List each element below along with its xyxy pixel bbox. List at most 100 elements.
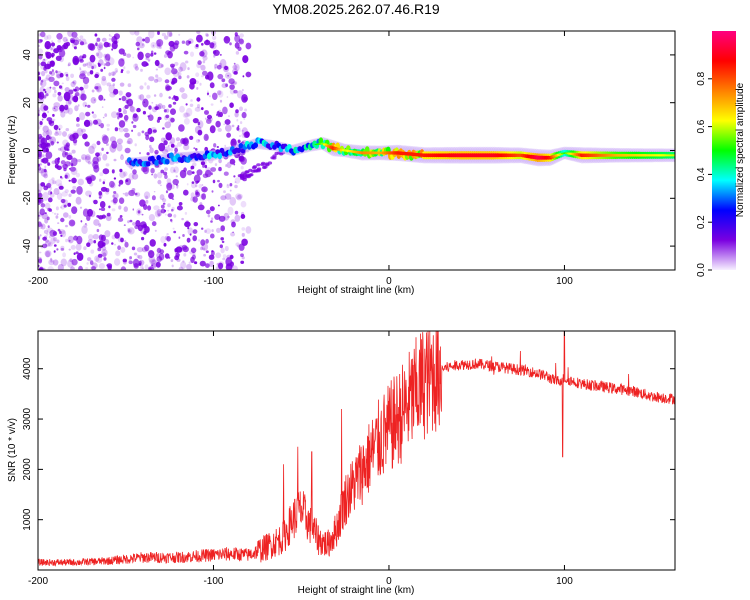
spectrogram-noise-point [231,221,236,228]
spectrogram-noise-point [113,191,117,194]
spectrogram-noise-point [220,225,225,232]
spectrogram-noise-point [224,36,229,41]
spectrogram-noise-point [60,247,65,251]
spectrogram-noise-point [118,197,125,204]
spectrogram-noise-point [148,76,155,82]
spectrogram-noise-point [72,185,77,190]
spectrogram-noise-point [155,68,159,71]
spectrogram-noise-point [239,174,244,179]
spectrogram-noise-point [220,247,225,254]
spectrogram-noise-point [120,237,124,243]
spectrogram-noise-point [47,110,49,114]
spectrogram-noise-point [137,210,141,214]
spectrogram-noise-point [175,137,181,142]
spectrogram-noise-point [146,152,150,156]
spectrogram-noise-point [38,235,41,240]
spectrogram-noise-point [42,236,47,241]
spectrogram-noise-point [83,83,89,89]
spectrogram-noise-point [119,215,123,218]
spectrogram-noise-point [134,143,137,147]
spectrogram-noise-point [122,192,125,195]
spectrogram-noise-point [242,55,249,64]
spectrogram-noise-point [196,34,203,43]
spectrogram-noise-point [98,191,103,196]
spectrogram-noise-point [87,257,92,262]
spectrogram-noise-point [67,153,71,156]
spectrogram-noise-point [68,193,72,198]
spectrogram-noise-point [111,77,116,82]
spectrogram-noise-point [70,189,76,194]
spectrogram-noise-point [147,58,151,62]
spectrogram-noise-point [99,178,102,182]
spectrogram-noise-point [116,112,121,116]
spectrogram-noise-point [239,106,243,112]
spectrogram-noise-point [141,43,144,46]
spectrogram-noise-point [105,53,111,61]
spectrogram-noise-point [131,129,134,132]
spectrogram-noise-point [222,106,228,115]
spectrogram-x-tick-label: -200 [28,276,48,287]
spectrogram-x-tick-label: -100 [203,276,223,287]
spectrogram-noise-point [53,244,57,247]
spectrogram-noise-point [52,86,56,90]
spectrogram-noise-point [233,175,236,178]
spectrogram-noise-point [229,88,235,95]
spectrogram-noise-point [229,42,232,46]
spectrogram-noise-point [57,91,62,96]
spectrogram-noise-point [214,214,221,220]
spectrogram-noise-point [202,55,208,61]
spectrogram-noise-point [204,164,208,169]
spectrogram-noise-point [229,183,233,187]
spectrogram-noise-point [252,165,258,169]
spectrogram-noise-point [144,226,150,233]
spectrogram-noise-point [174,248,178,253]
spectrogram-noise-point [237,125,240,127]
spectrogram-noise-point [210,220,213,223]
spectrogram-noise-point [186,75,190,79]
spectrogram-noise-point [100,207,106,211]
spectrogram-noise-point [43,66,47,71]
spectrogram-noise-point [89,125,92,127]
spectrogram-noise-point [205,228,212,235]
spectrogram-noise-point [96,155,99,158]
spectrogram-noise-point [239,156,243,161]
spectrogram-noise-point [118,184,121,187]
spectrogram-noise-point [82,208,89,217]
snr-frame [37,330,676,571]
spectrogram-noise-point [102,97,105,102]
spectrogram-noise-point [199,260,206,267]
spectrogram-noise-point [155,104,162,110]
spectrogram-noise-point [50,237,56,244]
spectrogram-noise-point [168,192,174,200]
spectrogram-noise-point [176,205,183,211]
spectrogram-noise-point [243,96,248,102]
spectrogram-noise-point [86,61,93,69]
spectrogram-noise-point [120,266,127,270]
spectrogram-noise-point [44,202,51,210]
spectrogram-noise-point [144,36,150,44]
spectrogram-noise-point [127,230,131,233]
spectrogram-noise-point [45,87,52,94]
spectrogram-noise-point [53,102,60,108]
spectrogram-noise-point [241,129,244,132]
spectrogram-noise-point [190,247,197,254]
spectrogram-noise-point [212,179,216,184]
spectrogram-noise-point [40,223,46,230]
spectrogram-noise-point [164,235,169,241]
spectrogram-noise-point [218,204,220,207]
spectrogram-noise-point [57,222,60,225]
spectrogram-noise-point [236,118,239,122]
spectrogram-noise-point [38,266,44,270]
spectrogram-noise-point [166,178,172,184]
spectrogram-noise-point [230,232,236,237]
spectrogram-noise-point [58,48,66,58]
spectrogram-noise-point [181,217,184,221]
spectrogram-noise-point [124,147,131,154]
spectrogram-noise-point [50,47,53,51]
spectrogram-noise-point [211,229,214,233]
spectrogram-noise-point [186,170,193,176]
spectrogram-noise-point [192,252,196,257]
spectrogram-noise-point [120,153,124,156]
spectrogram-noise-point [71,31,78,38]
